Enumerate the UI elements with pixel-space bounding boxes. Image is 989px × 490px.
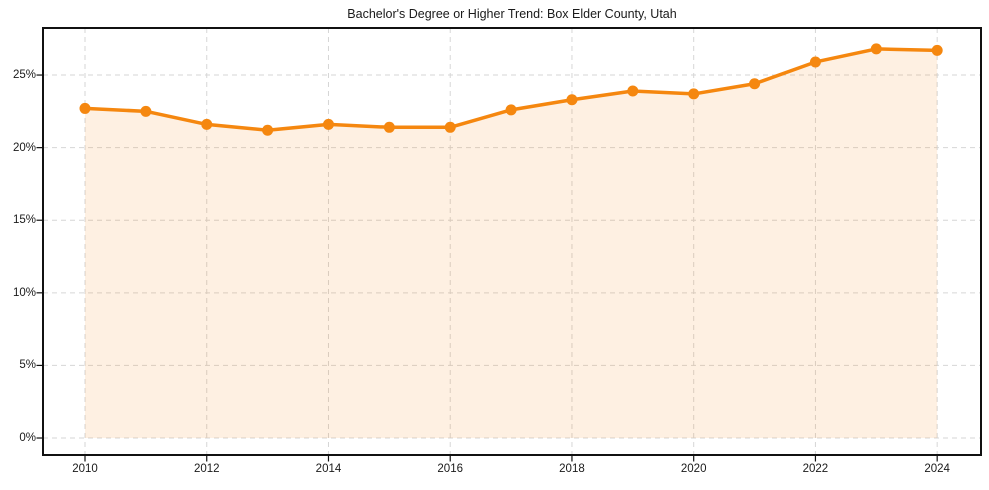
data-point-marker-2015 — [383, 121, 395, 133]
y-tick-label: 25% — [12, 69, 36, 82]
data-point-marker-2023 — [870, 43, 882, 55]
y-tick-label: 10% — [12, 286, 36, 299]
y-tick-label: 0% — [19, 432, 36, 444]
x-tick-label: 2012 — [193, 463, 220, 475]
y-tick-label: 5% — [19, 359, 36, 372]
chart-title: Bachelor's Degree or Higher Trend: Box E… — [347, 7, 677, 21]
data-point-marker-2020 — [688, 88, 700, 100]
x-tick-label: 2014 — [315, 463, 342, 475]
plot-frame — [42, 27, 982, 456]
data-point-marker-2012 — [201, 118, 213, 130]
y-tick-label: 20% — [12, 141, 36, 154]
data-point-marker-2013 — [262, 124, 274, 136]
data-point-marker-2018 — [566, 94, 578, 106]
trend-area-chart — [36, 27, 982, 462]
data-point-marker-2010 — [79, 102, 91, 114]
x-tick-label: 2020 — [680, 463, 707, 475]
x-tick-label: 2010 — [72, 463, 98, 475]
data-point-marker-2019 — [627, 85, 639, 97]
x-tick-label: 2022 — [802, 463, 829, 475]
y-tick-label: 15% — [12, 214, 36, 227]
data-point-marker-2022 — [809, 56, 821, 68]
data-point-marker-2017 — [505, 104, 517, 116]
data-point-marker-2021 — [749, 78, 761, 90]
data-point-marker-2011 — [140, 105, 152, 117]
area-fill — [85, 48, 938, 439]
data-point-marker-2024 — [931, 44, 943, 56]
x-tick-label: 2024 — [924, 463, 950, 475]
x-tick-label: 2018 — [559, 463, 585, 475]
data-point-marker-2014 — [322, 118, 334, 130]
x-tick-label: 2016 — [437, 463, 463, 475]
data-point-marker-2016 — [444, 121, 456, 133]
